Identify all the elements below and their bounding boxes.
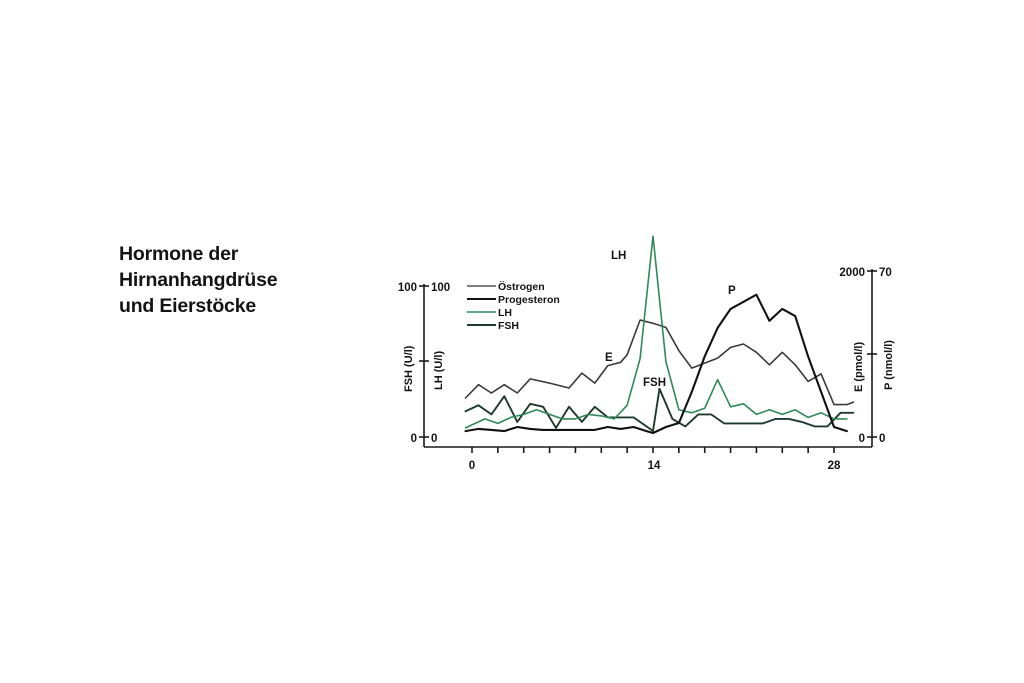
- lh-axis-label: LH (U/l): [433, 351, 445, 390]
- legend-label-fsh: FSH: [498, 320, 519, 332]
- x-axis-ticks: [471, 447, 835, 453]
- left-tick-100-fsh: 100: [398, 282, 417, 294]
- left-tick-0-lh: 0: [431, 433, 437, 445]
- legend-label-lh: LH: [498, 307, 512, 319]
- title-line-2: Hirnanhangdrüse: [119, 269, 278, 291]
- annotation-lh: LH: [611, 250, 626, 262]
- title-line-3: und Eierstöcke: [119, 295, 256, 317]
- right-tick-2000-e: 2000: [839, 267, 865, 279]
- e-axis-label: E (pmol/l): [853, 342, 865, 392]
- x-tick-28: 28: [828, 460, 841, 472]
- annotation-p: P: [728, 285, 736, 297]
- series-progesteron-line: [464, 293, 848, 435]
- series-oestrogen-line: [464, 319, 855, 406]
- right-tick-70-p: 70: [879, 267, 892, 279]
- annotation-e: E: [605, 352, 613, 364]
- chart-title: Hormone der Hirnanhangdrüse und Eierstöc…: [119, 241, 278, 319]
- p-axis-label: P (nmol/l): [883, 340, 895, 390]
- series-lh-line: [464, 235, 848, 429]
- legend-label-oestrogen: Östrogen: [498, 280, 545, 293]
- legend: Östrogen Progesteron LH FSH: [467, 280, 560, 332]
- right-tick-0-p: 0: [879, 433, 885, 445]
- x-tick-0: 0: [469, 460, 475, 472]
- left-tick-0-fsh: 0: [411, 433, 417, 445]
- x-tick-14: 14: [648, 460, 661, 472]
- left-tick-100-lh: 100: [431, 282, 450, 294]
- annotation-fsh: FSH: [643, 377, 666, 389]
- series-fsh-line: [464, 387, 855, 432]
- fsh-axis-label: FSH (U/l): [403, 345, 415, 392]
- legend-label-progesteron: Progesteron: [498, 294, 560, 306]
- right-tick-0-e: 0: [859, 433, 865, 445]
- axes: [419, 269, 877, 448]
- title-line-1: Hormone der: [119, 243, 239, 265]
